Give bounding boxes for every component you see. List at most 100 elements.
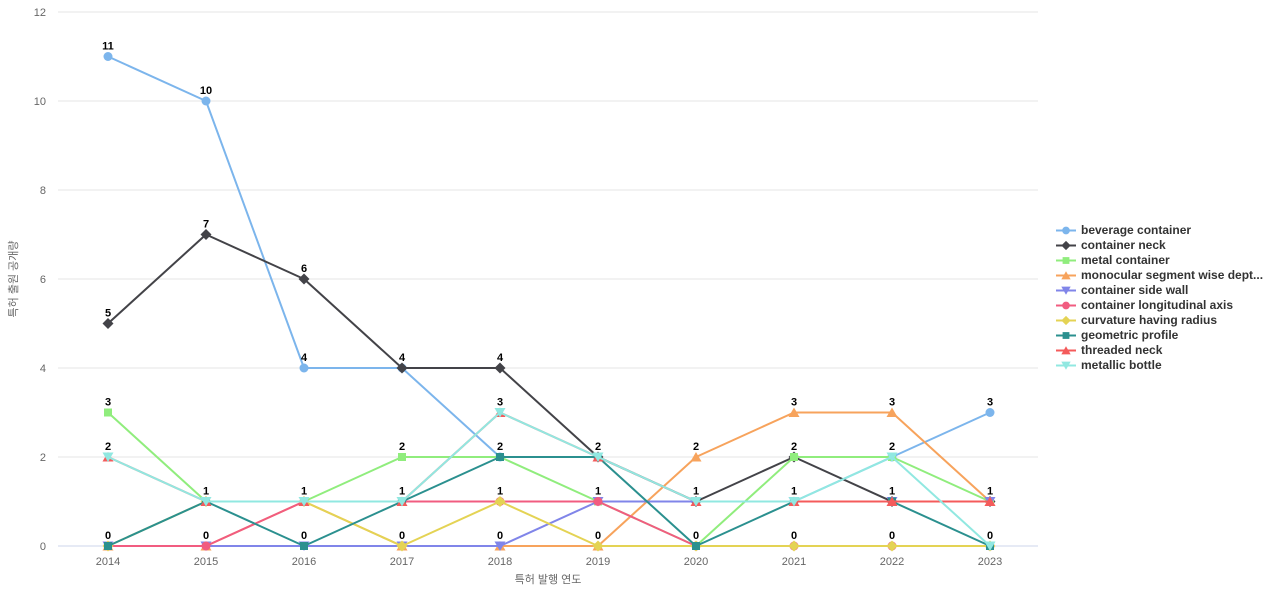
legend-item-curvature-having-radius[interactable]: curvature having radius bbox=[1056, 313, 1263, 328]
series-marker-diamond-icon bbox=[396, 540, 408, 552]
data-label: 2 bbox=[889, 441, 895, 453]
x-tick-label: 2015 bbox=[194, 556, 218, 568]
series-marker-circle-icon bbox=[103, 52, 113, 61]
series-marker-diamond-icon bbox=[788, 540, 800, 552]
chart-legend: beverage container container neck metal co… bbox=[1056, 223, 1263, 373]
series-marker-circle-icon bbox=[1062, 301, 1070, 310]
series-marker-triangle-down-icon bbox=[298, 497, 310, 507]
legend-item-metal-container[interactable]: metal container bbox=[1056, 253, 1263, 268]
data-label: 0 bbox=[105, 530, 111, 542]
data-label: 7 bbox=[203, 219, 209, 231]
series-marker-diamond-icon bbox=[396, 362, 408, 374]
legend-marker-icon bbox=[1056, 286, 1076, 295]
series-marker-diamond-icon bbox=[298, 273, 310, 285]
series-marker-triangle-down-icon bbox=[592, 452, 604, 462]
data-label: 2 bbox=[693, 441, 699, 453]
series-marker-square-icon bbox=[790, 453, 798, 461]
x-tick-label: 2020 bbox=[684, 556, 708, 568]
series-marker-square-icon bbox=[692, 542, 700, 550]
data-label: 4 bbox=[399, 352, 406, 364]
series-marker-square-icon bbox=[104, 408, 112, 417]
legend-label: beverage container bbox=[1081, 223, 1192, 237]
legend-marker-icon bbox=[1056, 301, 1076, 310]
data-label: 3 bbox=[105, 397, 111, 409]
data-label: 2 bbox=[105, 441, 111, 453]
x-tick-label: 2019 bbox=[586, 556, 610, 568]
series-marker-square-icon bbox=[1062, 332, 1070, 339]
x-tick-label: 2017 bbox=[390, 556, 414, 568]
series-marker-triangle-icon bbox=[886, 407, 898, 417]
data-label: 5 bbox=[105, 308, 111, 320]
data-label: 3 bbox=[889, 397, 895, 409]
data-label: 1 bbox=[399, 486, 405, 498]
legend-item-beverage-container[interactable]: beverage container bbox=[1056, 223, 1263, 238]
x-tick-label: 2022 bbox=[880, 556, 904, 568]
legend-marker-icon bbox=[1056, 361, 1076, 370]
series-marker-circle-icon bbox=[201, 541, 211, 551]
legend-item-monocular-segment-wise-dept-[interactable]: monocular segment wise dept... bbox=[1056, 268, 1263, 283]
series-marker-triangle-down-icon bbox=[1061, 361, 1071, 370]
series-line bbox=[107, 500, 990, 547]
series-marker-triangle-down-icon bbox=[102, 452, 114, 462]
series-marker-square-icon bbox=[300, 542, 308, 550]
series-curvature-having-radius bbox=[102, 496, 996, 552]
data-label: 1 bbox=[693, 486, 699, 498]
legend-item-threaded-neck[interactable]: threaded neck bbox=[1056, 343, 1263, 358]
data-label: 0 bbox=[301, 530, 307, 542]
legend-label: geometric profile bbox=[1081, 328, 1179, 342]
series-marker-triangle-icon bbox=[788, 407, 800, 417]
series-marker-triangle-down-icon bbox=[984, 541, 996, 551]
series-line bbox=[107, 411, 991, 547]
data-label: 0 bbox=[595, 530, 601, 542]
legend-label: container neck bbox=[1081, 238, 1166, 252]
y-tick-label: 6 bbox=[40, 274, 46, 286]
legend-item-geometric-profile[interactable]: geometric profile bbox=[1056, 328, 1263, 343]
data-label: 0 bbox=[693, 530, 699, 542]
series-marker-triangle-icon bbox=[1061, 271, 1071, 280]
data-label: 1 bbox=[987, 486, 993, 498]
legend-label: container side wall bbox=[1081, 283, 1189, 297]
legend-item-container-neck[interactable]: container neck bbox=[1056, 238, 1263, 253]
data-label: 3 bbox=[987, 397, 993, 409]
legend-label: container longitudinal axis bbox=[1081, 298, 1234, 312]
y-tick-label: 2 bbox=[40, 452, 46, 464]
legend-label: metal container bbox=[1081, 253, 1170, 267]
series-marker-triangle-icon bbox=[1061, 346, 1071, 355]
legend-label: threaded neck bbox=[1081, 343, 1163, 357]
series-marker-diamond-icon bbox=[494, 496, 506, 507]
legend-item-metallic-bottle[interactable]: metallic bottle bbox=[1056, 358, 1263, 373]
series-marker-triangle-down-icon bbox=[886, 452, 898, 462]
data-label: 6 bbox=[301, 263, 307, 275]
data-label: 0 bbox=[497, 530, 503, 542]
legend-label: monocular segment wise dept... bbox=[1081, 268, 1264, 282]
legend-marker-icon bbox=[1056, 226, 1076, 235]
legend-marker-icon bbox=[1056, 257, 1076, 264]
series-metallic-bottle bbox=[102, 408, 996, 551]
series-marker-triangle-icon bbox=[984, 496, 996, 506]
legend-item-container-side-wall[interactable]: container side wall bbox=[1056, 283, 1263, 298]
data-label: 1 bbox=[889, 486, 895, 498]
series-marker-triangle-down-icon bbox=[396, 497, 408, 507]
series-marker-triangle-down-icon bbox=[788, 497, 800, 507]
data-label: 3 bbox=[497, 397, 503, 409]
y-tick-label: 4 bbox=[40, 363, 46, 375]
legend-item-container-longitudinal-axis[interactable]: container longitudinal axis bbox=[1056, 298, 1263, 313]
x-tick-label: 2016 bbox=[292, 556, 316, 568]
series-lines bbox=[102, 52, 996, 552]
series-marker-diamond-icon bbox=[1061, 315, 1071, 326]
series-marker-square-icon bbox=[496, 453, 504, 461]
series-marker-diamond-icon bbox=[886, 540, 898, 552]
data-label: 1 bbox=[595, 486, 601, 498]
series-marker-triangle-down-icon bbox=[494, 408, 506, 418]
data-label: 4 bbox=[497, 352, 504, 364]
data-label: 10 bbox=[200, 85, 212, 97]
series-marker-triangle-down-icon bbox=[494, 541, 506, 551]
series-marker-triangle-icon bbox=[886, 496, 898, 506]
legend-label: curvature having radius bbox=[1081, 313, 1218, 327]
data-label: 2 bbox=[595, 441, 601, 453]
y-tick-label: 0 bbox=[40, 541, 46, 553]
series-marker-triangle-down-icon bbox=[1061, 286, 1071, 295]
